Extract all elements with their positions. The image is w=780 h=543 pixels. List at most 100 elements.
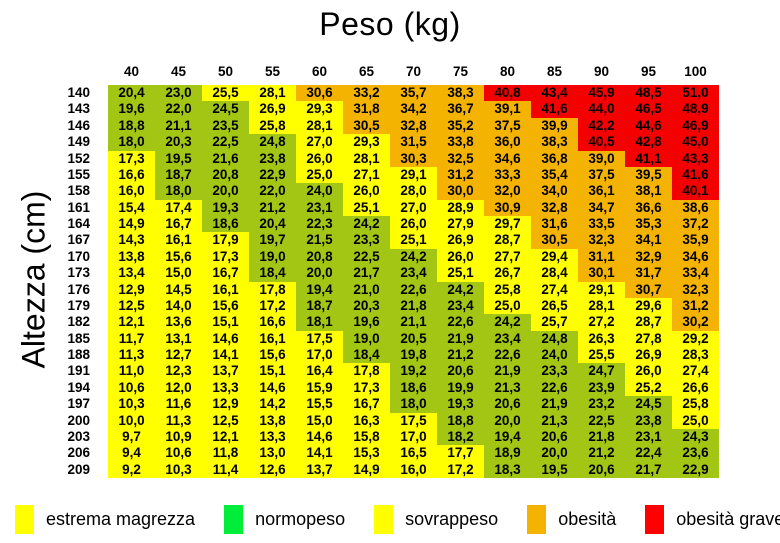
- bmi-cell: 14,6: [202, 330, 249, 348]
- bmi-cell: 27,1: [343, 166, 390, 184]
- row-header-182: 182: [67, 314, 90, 330]
- bmi-cell: 34,7: [578, 199, 625, 217]
- bmi-cell: 37,2: [672, 216, 719, 233]
- bmi-cell: 22,5: [343, 248, 390, 266]
- bmi-cell: 14,2: [249, 396, 296, 413]
- bmi-cell: 17,4: [155, 199, 202, 217]
- bmi-cell: 20,6: [531, 428, 578, 446]
- bmi-cell: 46,5: [625, 101, 672, 118]
- bmi-cell: 20,0: [531, 445, 578, 462]
- legend-label: obesità: [558, 509, 617, 529]
- bmi-cell: 21,1: [390, 314, 437, 331]
- bmi-cell: 13,6: [155, 314, 202, 331]
- row-header-155: 155: [67, 166, 90, 182]
- bmi-cell: 20,4: [108, 85, 155, 102]
- table-row: 182 12,1 13,6 15,1 16,6 18,1 19,6 21,1 22,6 24,2 2…: [62, 314, 719, 331]
- bmi-cell: 39,9: [531, 117, 578, 135]
- bmi-cell: 30,5: [531, 232, 578, 249]
- bmi-cell: 27,8: [625, 330, 672, 348]
- bmi-cell: 32,5: [437, 150, 484, 167]
- bmi-cell: 40,1: [672, 183, 719, 200]
- bmi-cell: 25,7: [531, 314, 578, 331]
- bmi-cell: 22,5: [202, 134, 249, 151]
- bmi-cell: 19,0: [343, 330, 390, 348]
- bmi-cell: 21,7: [343, 265, 390, 282]
- bmi-cell: 27,2: [578, 314, 625, 331]
- bmi-cell: 19,8: [390, 347, 437, 364]
- bmi-cell: 13,1: [155, 330, 202, 348]
- bmi-cell: 21,8: [578, 428, 625, 446]
- bmi-cell: 18,1: [296, 314, 343, 331]
- bmi-cell: 18,3: [484, 461, 531, 479]
- bmi-cell: 12,9: [108, 281, 155, 298]
- bmi-cell: 40,8: [484, 85, 531, 102]
- bmi-cell: 11,3: [155, 412, 202, 429]
- bmi-cell: 19,3: [437, 396, 484, 413]
- bmi-cell: 26,0: [296, 150, 343, 167]
- bmi-cell: 35,7: [390, 85, 437, 102]
- legend-item-obesita-grave: obesità grave: [645, 505, 780, 534]
- bmi-cell: 19,6: [108, 101, 155, 118]
- bmi-cell: 20,0: [296, 265, 343, 282]
- col-header-60: 60: [311, 64, 328, 79]
- bmi-cell: 9,7: [108, 428, 155, 446]
- table-row: 176 12,9 14,5 16,1 17,8 19,4 21,0 22,6 24,2 25,8 2…: [62, 281, 719, 298]
- bmi-cell: 20,4: [249, 216, 296, 233]
- bmi-cell: 17,3: [108, 150, 155, 167]
- bmi-cell: 20,0: [484, 412, 531, 429]
- bmi-cell: 21,9: [484, 363, 531, 380]
- bmi-cell: 37,5: [578, 166, 625, 184]
- bmi-cell: 18,9: [484, 445, 531, 462]
- bmi-cell: 20,6: [437, 363, 484, 380]
- bmi-cell: 32,8: [531, 199, 578, 217]
- bmi-cell: 30,6: [296, 85, 343, 102]
- bmi-cell: 34,6: [672, 248, 719, 266]
- col-header-85: 85: [546, 64, 563, 79]
- legend-label: sovrappeso: [405, 509, 499, 529]
- bmi-cell: 29,6: [625, 297, 672, 315]
- row-header-143: 143: [67, 101, 90, 117]
- bmi-cell: 11,0: [108, 363, 155, 380]
- bmi-cell: 31,5: [390, 134, 437, 151]
- legend-swatch-estrema-magrezza-icon: [15, 505, 34, 534]
- row-header-176: 176: [67, 281, 90, 297]
- bmi-cell: 21,6: [202, 150, 249, 167]
- bmi-cell: 23,8: [249, 150, 296, 167]
- bmi-cell: 43,3: [672, 150, 719, 167]
- bmi-cell: 23,6: [672, 445, 719, 462]
- bmi-cell: 30,7: [625, 281, 672, 298]
- bmi-cell: 15,6: [155, 248, 202, 266]
- bmi-cell: 42,8: [625, 134, 672, 151]
- bmi-cell: 16,1: [249, 330, 296, 348]
- bmi-cell: 15,8: [343, 428, 390, 446]
- bmi-cell: 36,6: [625, 199, 672, 217]
- bmi-cell: 24,2: [484, 314, 531, 331]
- bmi-cell: 17,3: [202, 248, 249, 266]
- bmi-cell: 24,0: [531, 347, 578, 364]
- bmi-cell: 13,8: [249, 412, 296, 429]
- col-header-95: 95: [640, 64, 657, 79]
- bmi-cell: 23,3: [343, 232, 390, 249]
- bmi-cell: 10,9: [155, 428, 202, 446]
- table-row: 203 9,7 10,9 12,1 13,3 14,6 15,8 17,0 18,2 19,4 20…: [62, 428, 719, 446]
- table-row: 146 18,8 21,1 23,5 25,8 28,1 30,5 32,8 35,2 37,5 3…: [62, 117, 719, 135]
- bmi-cell: 29,3: [343, 134, 390, 151]
- bmi-cell: 24,0: [296, 183, 343, 200]
- bmi-cell: 14,6: [296, 428, 343, 446]
- bmi-cell: 33,4: [672, 265, 719, 282]
- bmi-cell: 24,8: [249, 134, 296, 151]
- bmi-cell: 18,8: [437, 412, 484, 429]
- table-row: 158 16,0 18,0 20,0 22,0 24,0 26,0 28,0 30,0 32,0 3…: [62, 183, 719, 200]
- bmi-cell: 28,1: [249, 85, 296, 102]
- table-row: 179 12,5 14,0 15,6 17,2 18,7 20,3 21,8 23,4 25,0 2…: [62, 297, 719, 315]
- bmi-cell: 17,8: [343, 363, 390, 380]
- bmi-cell: 18,6: [202, 216, 249, 233]
- bmi-cell: 37,5: [484, 117, 531, 135]
- bmi-cell: 12,5: [108, 297, 155, 315]
- bmi-cell: 48,9: [672, 101, 719, 118]
- bmi-cell: 19,4: [484, 428, 531, 446]
- bmi-cell: 13,7: [202, 363, 249, 380]
- legend-swatch-obesita-icon: [527, 505, 547, 534]
- y-axis-label: Altezza (cm): [15, 190, 52, 369]
- bmi-cell: 27,4: [531, 281, 578, 298]
